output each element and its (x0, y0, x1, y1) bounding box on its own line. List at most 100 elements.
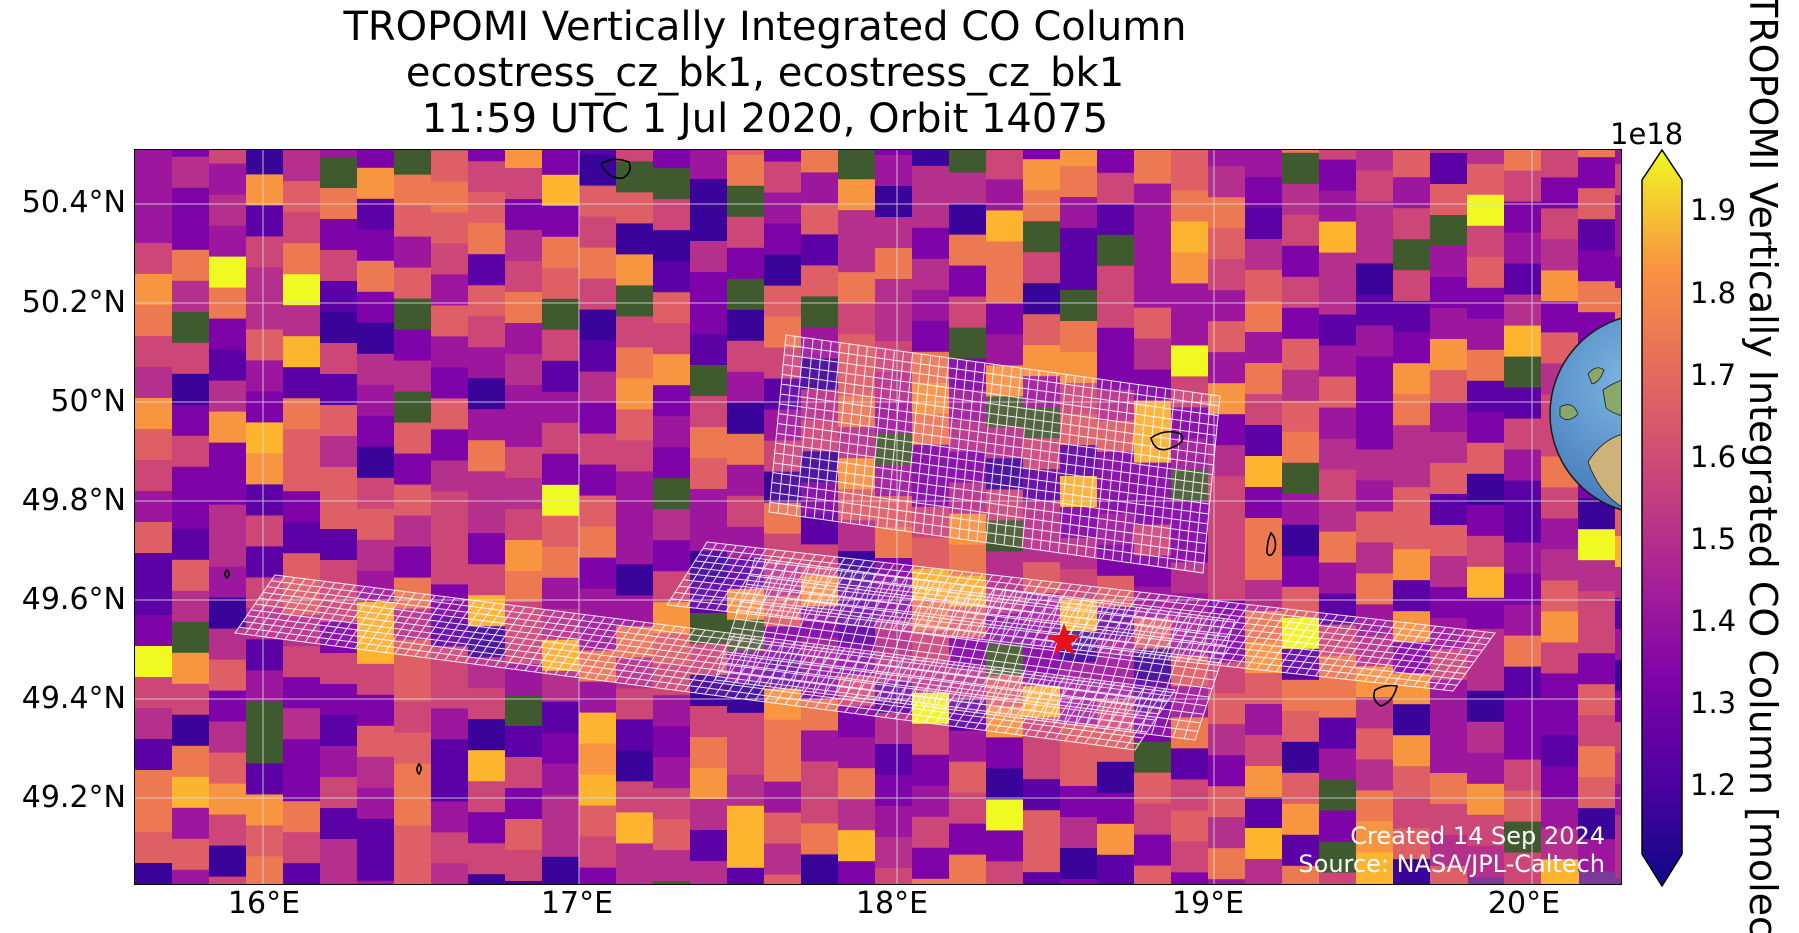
co-pixel (246, 267, 284, 300)
co-pixel (246, 236, 284, 269)
co-pixel (1430, 494, 1468, 526)
co-pixel (209, 535, 247, 568)
co-pixel (653, 447, 691, 480)
co-pixel (1245, 208, 1283, 240)
co-pixel (1319, 779, 1357, 812)
co-pixel (1319, 438, 1357, 471)
co-pixel (1282, 152, 1320, 185)
co-pixel (283, 708, 321, 741)
lon-label: 20°E (1487, 886, 1561, 921)
co-pixel (357, 291, 395, 324)
co-pixel (1023, 748, 1061, 781)
co-pixel (1319, 345, 1357, 378)
co-pixel (172, 218, 210, 251)
co-pixel (1615, 505, 1621, 537)
co-pixel (1356, 232, 1394, 265)
co-pixel (1282, 245, 1320, 278)
co-pixel (1282, 400, 1320, 433)
colorbar-exponent: 1e18 (1610, 117, 1684, 151)
co-pixel (1504, 201, 1542, 234)
co-pixel (468, 502, 506, 535)
co-pixel (1282, 462, 1320, 495)
co-pixel (1356, 356, 1394, 389)
co-pixel (875, 310, 913, 342)
co-pixel (135, 832, 173, 864)
co-pixel (394, 763, 432, 796)
co-pixel (1541, 150, 1579, 179)
co-pixel (1504, 790, 1542, 823)
co-pixel (986, 241, 1024, 274)
co-pixel (1245, 239, 1283, 271)
co-pixel (838, 210, 876, 243)
co-pixel (1319, 376, 1357, 409)
co-pixel (616, 750, 654, 783)
co-pixel (616, 254, 654, 287)
co-pixel (1393, 549, 1431, 582)
colorbar-tick: 1.9 (1690, 193, 1737, 227)
co-pixel (1134, 307, 1172, 340)
co-pixel (1134, 338, 1172, 371)
co-pixel (172, 342, 210, 375)
co-pixel (283, 646, 321, 679)
co-pixel (283, 243, 321, 276)
co-pixel (1467, 690, 1505, 723)
co-pixel (1578, 281, 1616, 314)
colorbar-label-wrap: TROPOMI Vertically Integrated CO Column … (1731, 0, 1799, 933)
co-pixel (1171, 252, 1209, 285)
co-pixel (1356, 170, 1394, 203)
co-pixel (431, 801, 469, 834)
co-pixel (653, 757, 691, 790)
co-pixel (1319, 810, 1357, 843)
co-pixel (1393, 456, 1431, 489)
co-pixel (801, 854, 839, 884)
co-pixel (616, 192, 654, 225)
co-pixel (1356, 263, 1394, 296)
co-pixel (1504, 387, 1542, 420)
co-pixel (1023, 150, 1061, 161)
co-pixel (1430, 184, 1468, 216)
co-pixel (283, 522, 321, 555)
co-pixel (1467, 504, 1505, 537)
co-pixel (357, 150, 395, 169)
graticule (135, 150, 1621, 884)
co-pixel (1615, 846, 1621, 878)
boundary-outline (416, 762, 422, 776)
co-pixel (246, 856, 284, 884)
co-pixel (172, 249, 210, 282)
co-pixel (1467, 535, 1505, 568)
co-pixel (579, 340, 617, 373)
co-pixel (875, 527, 913, 559)
co-pixel (949, 150, 987, 174)
map-panel[interactable]: Created 14 Sep 2024 Source: NASA/JPL-Cal… (134, 149, 1622, 885)
co-pixel (468, 161, 506, 194)
co-pixel (505, 819, 543, 851)
co-pixel (764, 150, 802, 163)
co-pixel (505, 850, 543, 882)
co-pixel (1541, 673, 1579, 706)
co-pixel (616, 440, 654, 473)
co-pixel (468, 750, 506, 783)
co-pixel (1578, 839, 1616, 872)
co-pixel (283, 150, 321, 183)
co-pixel (875, 806, 913, 838)
co-pixel (1467, 256, 1505, 289)
co-pixel (579, 309, 617, 342)
co-pixel (1282, 803, 1320, 836)
co-pixel (246, 515, 284, 548)
co-pixel (1615, 815, 1621, 847)
co-pixel (209, 845, 247, 878)
co-pixel (1430, 835, 1468, 867)
co-pixel (135, 739, 173, 771)
co-pixel (727, 216, 765, 249)
co-pixel (505, 540, 543, 572)
co-pixel (357, 694, 395, 727)
co-pixel (320, 374, 358, 406)
co-pixel (1171, 841, 1209, 874)
co-pixel (912, 165, 950, 198)
co-pixel (172, 280, 210, 313)
co-pixel (172, 156, 210, 189)
co-pixel (1541, 239, 1579, 272)
co-pixel (1097, 203, 1135, 236)
co-pixel (505, 478, 543, 510)
co-pixel (1467, 287, 1505, 320)
